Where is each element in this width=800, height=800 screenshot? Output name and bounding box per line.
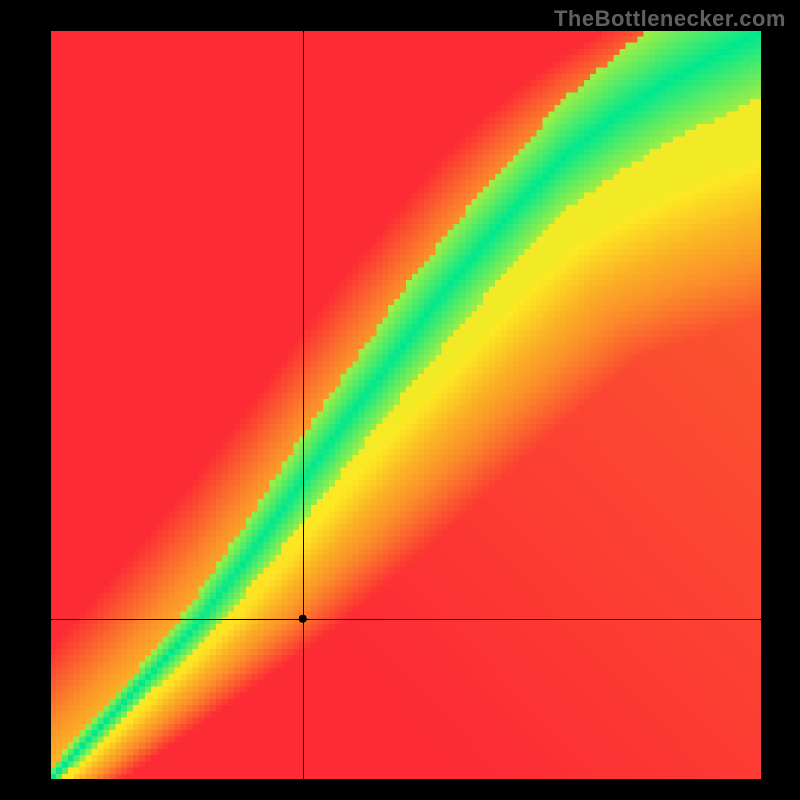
crosshair-overlay xyxy=(0,0,800,800)
chart-container: TheBottlenecker.com xyxy=(0,0,800,800)
watermark-text: TheBottlenecker.com xyxy=(554,6,786,32)
